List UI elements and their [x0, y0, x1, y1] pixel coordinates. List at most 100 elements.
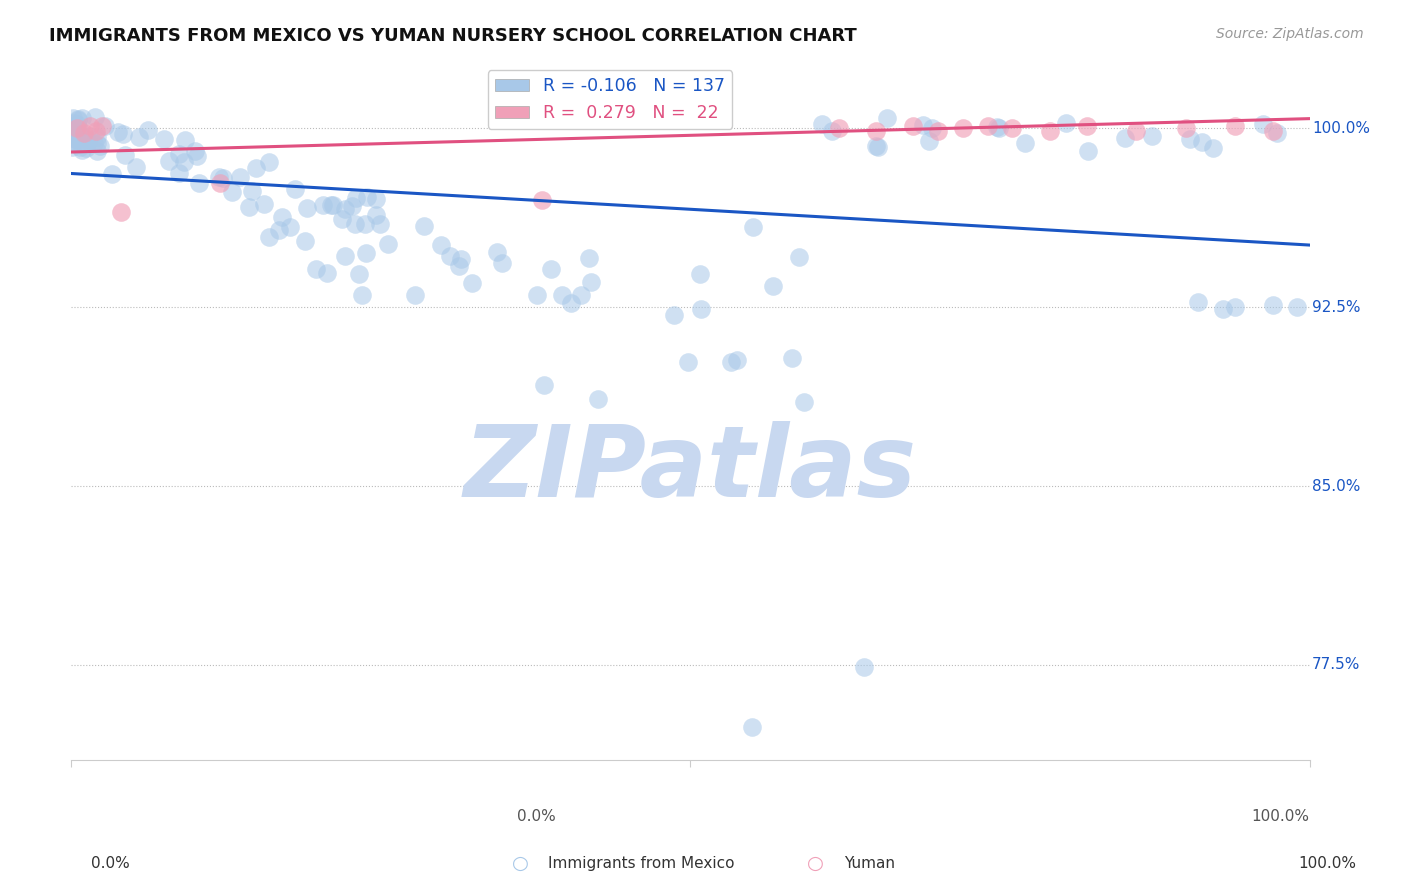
Point	[228, 170, 250, 185]
Point	[430, 238, 453, 252]
Point	[257, 230, 280, 244]
Point	[333, 249, 356, 263]
Point	[1140, 128, 1163, 143]
Point	[66, 121, 89, 136]
Point	[333, 202, 356, 216]
Point	[364, 208, 387, 222]
Point	[238, 200, 260, 214]
Point	[1202, 141, 1225, 155]
Point	[725, 352, 748, 367]
Legend: R = -0.106   N = 137, R =  0.279   N =  22: R = -0.106 N = 137, R = 0.279 N = 22	[488, 70, 733, 128]
Text: 0.0%: 0.0%	[517, 809, 555, 824]
Point	[903, 119, 925, 133]
Point	[319, 198, 342, 212]
Point	[793, 395, 815, 409]
Point	[69, 140, 91, 154]
Point	[1286, 300, 1309, 314]
Point	[152, 132, 174, 146]
Point	[1001, 121, 1024, 136]
Point	[988, 121, 1011, 136]
Point	[70, 143, 93, 157]
Point	[62, 120, 84, 134]
Point	[72, 126, 94, 140]
Point	[952, 121, 974, 136]
Point	[977, 119, 1000, 133]
Point	[865, 138, 887, 153]
Text: IMMIGRANTS FROM MEXICO VS YUMAN NURSERY SCHOOL CORRELATION CHART: IMMIGRANTS FROM MEXICO VS YUMAN NURSERY …	[49, 27, 858, 45]
Point	[212, 170, 235, 185]
Point	[84, 123, 107, 137]
Point	[340, 199, 363, 213]
Point	[579, 275, 602, 289]
Point	[876, 112, 898, 126]
Point	[187, 177, 209, 191]
Point	[676, 354, 699, 368]
Point	[1265, 127, 1288, 141]
Point	[79, 119, 101, 133]
Point	[69, 129, 91, 144]
Point	[762, 279, 785, 293]
Point	[491, 255, 513, 269]
Point	[136, 123, 159, 137]
Point	[1191, 135, 1213, 149]
Point	[330, 211, 353, 226]
Point	[551, 288, 574, 302]
Point	[267, 223, 290, 237]
Point	[284, 182, 307, 196]
Point	[450, 252, 472, 267]
Point	[173, 154, 195, 169]
Point	[578, 251, 600, 265]
Point	[75, 131, 97, 145]
Point	[257, 155, 280, 169]
Point	[1178, 132, 1201, 146]
Point	[278, 219, 301, 234]
Point	[83, 110, 105, 124]
Text: ○: ○	[512, 854, 529, 873]
Point	[72, 112, 94, 126]
Point	[66, 117, 89, 131]
Text: 100.0%: 100.0%	[1312, 120, 1371, 136]
Point	[404, 288, 426, 302]
Point	[439, 249, 461, 263]
Text: Source: ZipAtlas.com: Source: ZipAtlas.com	[1216, 27, 1364, 41]
Point	[917, 134, 939, 148]
Point	[828, 121, 851, 136]
Text: 92.5%: 92.5%	[1312, 300, 1361, 315]
Point	[295, 201, 318, 215]
Point	[1187, 295, 1209, 310]
Point	[689, 267, 711, 281]
Point	[65, 132, 87, 146]
Point	[240, 184, 263, 198]
Point	[208, 176, 231, 190]
Point	[1225, 119, 1247, 133]
Point	[720, 355, 742, 369]
Point	[89, 139, 111, 153]
Point	[354, 246, 377, 260]
Point	[370, 217, 392, 231]
Point	[449, 259, 471, 273]
Point	[271, 210, 294, 224]
Point	[62, 129, 84, 144]
Point	[66, 113, 89, 128]
Point	[167, 146, 190, 161]
Point	[83, 136, 105, 150]
Text: 77.5%: 77.5%	[1312, 657, 1361, 673]
Point	[1014, 136, 1036, 150]
Point	[245, 161, 267, 175]
Point	[586, 392, 609, 406]
Point	[167, 166, 190, 180]
Point	[911, 119, 934, 133]
Point	[486, 244, 509, 259]
Point	[461, 276, 484, 290]
Point	[157, 154, 180, 169]
Point	[821, 124, 844, 138]
Point	[347, 268, 370, 282]
Point	[1212, 302, 1234, 317]
Point	[354, 217, 377, 231]
Point	[63, 127, 86, 141]
Point	[62, 135, 84, 149]
Point	[852, 660, 875, 674]
Point	[62, 111, 84, 125]
Point	[377, 236, 399, 251]
Point	[86, 129, 108, 144]
